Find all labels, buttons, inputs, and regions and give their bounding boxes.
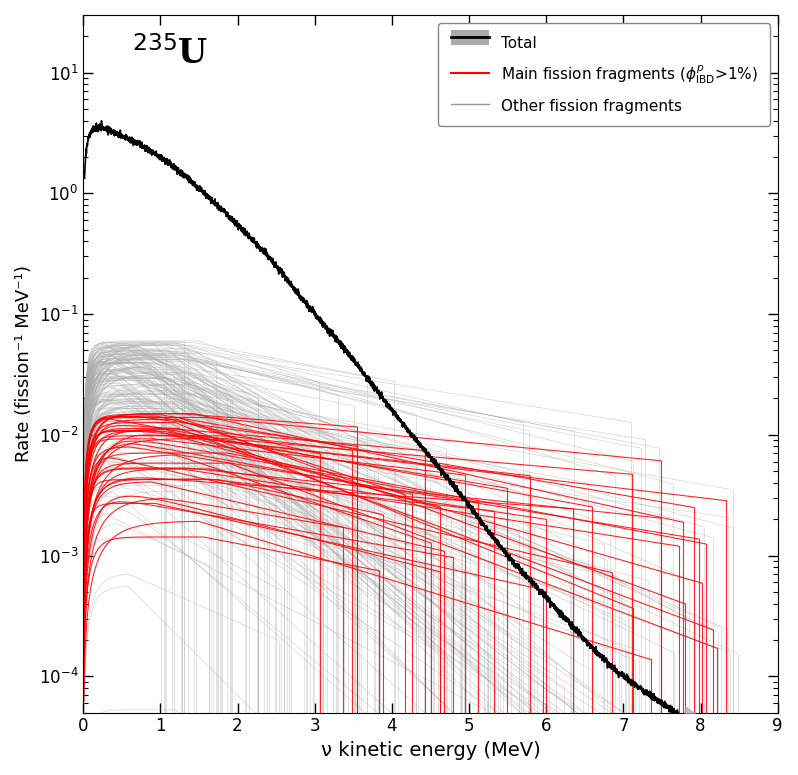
X-axis label: ν kinetic energy (MeV): ν kinetic energy (MeV) xyxy=(321,741,540,760)
Legend: Total, Main fission fragments ($\phi^p_\mathrm{IBD}$>1%), Other fission fragment: Total, Main fission fragments ($\phi^p_\… xyxy=(438,22,770,126)
Text: $^{235}$U: $^{235}$U xyxy=(132,36,208,71)
Y-axis label: Rate (fission⁻¹ MeV⁻¹): Rate (fission⁻¹ MeV⁻¹) xyxy=(15,265,33,463)
